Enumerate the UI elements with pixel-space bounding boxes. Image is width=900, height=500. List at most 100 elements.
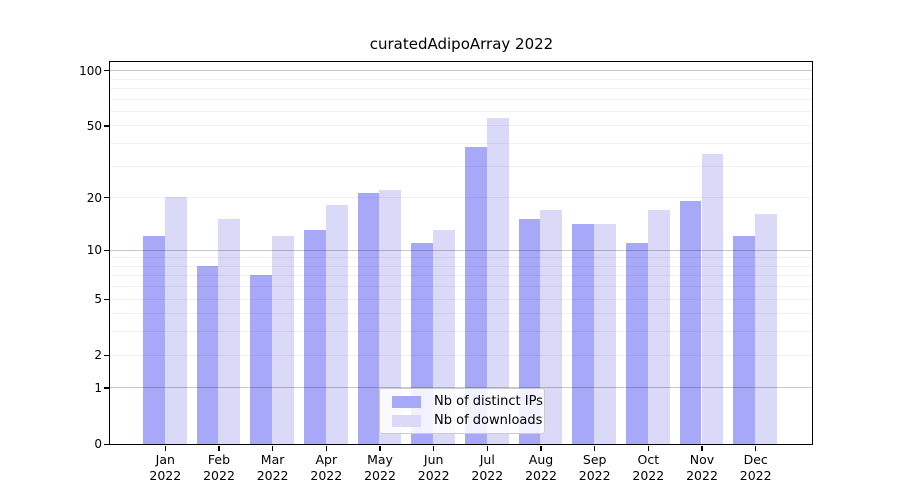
x-tick-year: 2022 — [632, 468, 665, 483]
gridline-major — [110, 387, 812, 389]
x-tick-month: Aug — [528, 452, 554, 467]
y-tick-label: 0 — [94, 437, 102, 451]
x-tick-label: May 2022 — [352, 452, 408, 484]
x-tick-year: 2022 — [471, 468, 504, 483]
y-tick-mark — [104, 70, 109, 72]
gridline-minor — [110, 125, 812, 127]
y-tick-mark — [104, 298, 109, 300]
bar-nb-of-downloads — [272, 236, 294, 444]
y-tick-label: 5 — [94, 292, 102, 306]
bar-nb-of-distinct-ips — [196, 265, 219, 444]
gridline-minor — [110, 265, 812, 267]
x-tick-year: 2022 — [686, 468, 718, 483]
bar-nb-of-distinct-ips — [626, 242, 648, 444]
gridline-minor — [110, 286, 812, 288]
bar-nb-of-downloads — [218, 219, 241, 444]
x-tick-label: Dec 2022 — [728, 452, 784, 484]
x-tick-mark — [647, 446, 649, 451]
gridline-minor — [110, 197, 812, 199]
x-tick-month: May — [367, 452, 393, 467]
gridline-minor — [110, 88, 812, 89]
y-tick-mark — [104, 387, 109, 389]
gridline-minor — [110, 275, 812, 277]
x-tick-mark — [218, 446, 220, 451]
x-tick-year: 2022 — [256, 468, 289, 483]
x-tick-label: Feb 2022 — [191, 452, 247, 484]
x-tick-mark — [486, 446, 488, 451]
gridline-major — [110, 70, 812, 72]
gridline-major — [110, 249, 812, 251]
y-tick-label: 20 — [86, 190, 102, 205]
x-tick-mark — [272, 446, 274, 451]
x-tick-year: 2022 — [203, 468, 235, 483]
gridline-minor — [110, 331, 812, 333]
x-tick-label: Oct 2022 — [620, 452, 676, 484]
gridline-minor — [110, 313, 812, 315]
bar-nb-of-distinct-ips — [304, 230, 326, 444]
x-tick-label: Jun 2022 — [406, 452, 462, 484]
bar-nb-of-downloads — [594, 224, 616, 444]
gridline-minor — [110, 110, 812, 112]
x-tick-year: 2022 — [149, 468, 182, 483]
x-tick-year: 2022 — [417, 468, 450, 483]
y-tick-mark — [104, 443, 109, 445]
y-tick-mark — [104, 197, 109, 199]
bar-nb-of-downloads — [647, 209, 670, 444]
bar-nb-of-distinct-ips — [733, 236, 756, 444]
x-tick-mark — [433, 446, 435, 451]
x-tick-month: Sep — [582, 452, 607, 467]
x-tick-year: 2022 — [364, 468, 396, 483]
gridline-minor — [110, 143, 812, 145]
x-tick-month: Dec — [743, 452, 768, 467]
legend-swatch — [392, 414, 421, 427]
legend-swatch — [392, 395, 421, 408]
y-tick-mark — [104, 249, 109, 251]
grid-layer — [110, 62, 812, 444]
bar-nb-of-downloads — [701, 153, 724, 444]
x-tick-label: Jul 2022 — [459, 452, 515, 484]
bar-nb-of-distinct-ips — [357, 193, 380, 444]
bar-nb-of-downloads — [540, 209, 563, 444]
y-tick-label: 10 — [86, 243, 102, 257]
bar-nb-of-distinct-ips — [250, 275, 273, 444]
y-tick-label: 50 — [86, 118, 102, 133]
plot-area — [109, 61, 813, 445]
gridline-minor — [110, 78, 812, 80]
x-tick-label: Sep 2022 — [567, 452, 623, 484]
legend-label: Nb of distinct IPs — [434, 394, 543, 409]
x-tick-label: Aug 2022 — [513, 452, 569, 484]
x-tick-label: Jan 2022 — [137, 452, 193, 484]
bar-nb-of-distinct-ips — [465, 147, 487, 444]
gridline-minor — [110, 257, 812, 259]
y-tick-mark — [104, 354, 109, 356]
gridline-minor — [110, 298, 812, 300]
x-tick-mark — [594, 446, 596, 451]
x-tick-label: Nov 2022 — [674, 452, 730, 484]
x-tick-mark — [164, 446, 166, 451]
x-tick-mark — [755, 446, 757, 451]
bar-nb-of-distinct-ips — [679, 201, 702, 444]
gridline-minor — [110, 354, 812, 356]
x-tick-month: Jan — [155, 452, 175, 467]
legend-item: Nb of downloads — [392, 413, 544, 428]
x-tick-month: Jun — [423, 452, 444, 467]
bar-nb-of-downloads — [325, 205, 348, 444]
x-tick-mark — [379, 446, 381, 451]
x-tick-month: Oct — [637, 452, 660, 467]
x-tick-mark — [701, 446, 703, 451]
x-tick-month: Jul — [479, 452, 495, 467]
x-tick-mark — [540, 446, 542, 451]
bar-nb-of-downloads — [755, 214, 777, 444]
x-tick-month: Mar — [260, 452, 285, 467]
x-tick-year: 2022 — [525, 468, 557, 483]
bar-nb-of-downloads — [379, 189, 402, 444]
y-tick-mark — [104, 125, 109, 127]
x-tick-month: Feb — [207, 452, 231, 467]
x-tick-year: 2022 — [578, 468, 611, 483]
y-tick-label: 1 — [94, 380, 102, 395]
bar-nb-of-distinct-ips — [572, 224, 595, 444]
x-tick-year: 2022 — [739, 468, 772, 483]
y-tick-label: 2 — [94, 348, 102, 363]
y-tick-label: 100 — [79, 63, 102, 78]
